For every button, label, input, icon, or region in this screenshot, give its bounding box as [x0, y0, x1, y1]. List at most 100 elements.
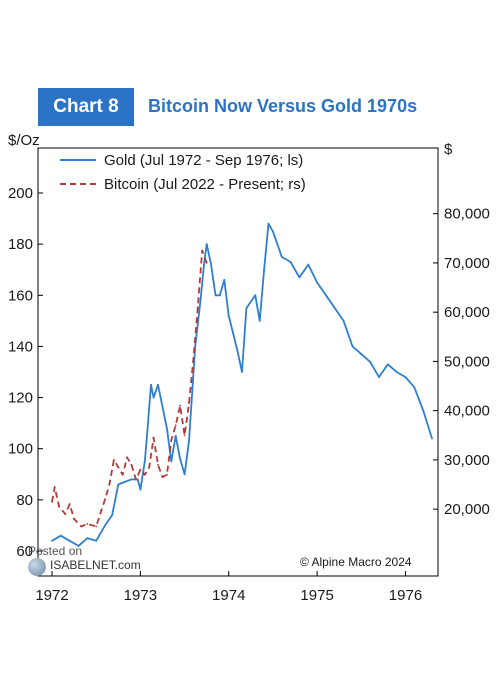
- right-axis-unit: $: [444, 141, 453, 158]
- gold-data-point: [395, 371, 398, 373]
- bitcoin-data-point: [68, 503, 71, 506]
- bitcoin-data-point: [196, 306, 199, 309]
- gold-data-point: [157, 383, 159, 386]
- bitcoin-data-point: [104, 498, 106, 501]
- gold-data-point: [203, 263, 205, 266]
- gold-data-point: [136, 478, 139, 481]
- gold-data-point: [143, 460, 146, 463]
- bitcoin-data-point: [188, 402, 190, 405]
- bitcoin-data-point: [53, 486, 56, 488]
- gold-data-point: [267, 222, 270, 225]
- gold-data-point: [111, 514, 113, 517]
- gold-data-point: [68, 539, 71, 542]
- gold-data-point: [86, 537, 89, 540]
- gold-data-point: [422, 409, 425, 412]
- bitcoin-data-point: [143, 473, 146, 476]
- gold-data-point: [369, 360, 371, 363]
- legend: Gold (Jul 1972 - Sep 1976; ls) Bitcoin (…: [60, 152, 306, 193]
- bitcoin-data-point: [192, 358, 195, 360]
- right-tick-label: 50,000: [444, 353, 490, 370]
- gold-data-point: [386, 363, 389, 366]
- bitcoin-data-point: [205, 262, 208, 264]
- gold-data-point: [241, 371, 243, 373]
- right-tick-label: 30,000: [444, 452, 490, 469]
- bitcoin-data-point: [95, 525, 98, 528]
- x-axis: 1972 1973 1974 1975 1976: [35, 571, 422, 604]
- bitcoin-data-point: [64, 513, 67, 515]
- gold-data-point: [77, 545, 80, 547]
- left-tick-label: 60: [16, 543, 33, 560]
- gold-data-point: [289, 261, 292, 263]
- gold-data-point: [413, 386, 416, 389]
- gold-data-point: [170, 460, 173, 463]
- bitcoin-data-point: [139, 468, 142, 471]
- bitcoin-data-point: [51, 500, 53, 503]
- bitcoin-data-point: [201, 249, 204, 252]
- gold-data-point: [263, 268, 265, 271]
- bitcoin-data-point: [86, 523, 89, 525]
- right-tick-label: 40,000: [444, 403, 490, 420]
- left-axis: 60 80 100 120 140 160 180 200: [8, 185, 43, 560]
- gold-data-point: [210, 263, 213, 266]
- gold-data-point: [316, 281, 318, 284]
- right-tick-label: 20,000: [444, 501, 490, 518]
- left-tick-label: 180: [8, 236, 33, 253]
- gold-data-point: [146, 429, 149, 432]
- gold-data-point: [117, 483, 120, 486]
- gold-data-point: [378, 376, 380, 378]
- gold-data-point: [51, 539, 53, 542]
- x-tick-label: 1972: [35, 587, 68, 604]
- left-tick-label: 80: [16, 492, 33, 509]
- gold-series-line: [51, 222, 433, 547]
- right-tick-label: 70,000: [444, 255, 490, 272]
- bitcoin-data-point: [80, 525, 83, 528]
- left-tick-label: 200: [8, 185, 33, 202]
- x-tick-label: 1974: [212, 587, 245, 604]
- gold-data-point: [123, 481, 126, 483]
- gold-data-point: [333, 307, 336, 309]
- gold-data-point: [360, 353, 363, 355]
- x-tick-label: 1973: [124, 587, 157, 604]
- gold-data-point: [150, 383, 152, 386]
- bitcoin-data-point: [126, 456, 128, 459]
- x-tick-label: 1976: [389, 587, 422, 604]
- bitcoin-data-point: [135, 478, 137, 481]
- bitcoin-data-point: [117, 466, 120, 469]
- left-tick-label: 100: [8, 441, 33, 458]
- bitcoin-data-point: [130, 463, 133, 466]
- legend-label-gold: Gold (Jul 1972 - Sep 1976; ls): [104, 152, 303, 169]
- bitcoin-data-point: [108, 483, 111, 486]
- left-axis-unit: $/Oz: [8, 132, 40, 149]
- gold-data-point: [95, 539, 98, 542]
- gold-data-point: [179, 458, 182, 460]
- gold-data-point: [227, 314, 230, 317]
- bitcoin-series-line: [51, 249, 208, 528]
- gold-data-point: [272, 230, 274, 233]
- watermark: Posted on ISABELNET.com: [28, 544, 141, 576]
- bitcoin-data-point: [174, 424, 177, 427]
- bitcoin-data-point: [170, 439, 173, 442]
- bitcoin-data-point: [166, 473, 168, 476]
- bitcoin-data-point: [152, 436, 155, 439]
- legend-label-bitcoin: Bitcoin (Jul 2022 - Present; rs): [104, 176, 306, 193]
- gold-data-point: [139, 488, 142, 491]
- gold-data-point: [258, 320, 261, 322]
- gold-data-point: [223, 279, 226, 281]
- gold-data-point: [342, 320, 345, 322]
- bitcoin-data-point: [161, 476, 164, 478]
- gold-data-point: [214, 294, 217, 297]
- gold-data-point: [307, 263, 310, 266]
- gold-data-point: [194, 345, 197, 348]
- copyright-credit: © Alpine Macro 2024: [300, 555, 412, 569]
- gold-data-point: [130, 478, 133, 481]
- isabelnet-logo-icon: [28, 558, 46, 576]
- gold-data-point: [351, 345, 354, 348]
- gold-data-point: [298, 276, 301, 279]
- bitcoin-data-point: [121, 473, 124, 476]
- gold-data-point: [205, 243, 208, 246]
- gold-data-point: [280, 256, 283, 258]
- gold-data-point: [219, 294, 221, 297]
- gold-data-point: [183, 473, 186, 476]
- gold-data-point: [431, 437, 433, 440]
- bitcoin-data-point: [73, 518, 75, 520]
